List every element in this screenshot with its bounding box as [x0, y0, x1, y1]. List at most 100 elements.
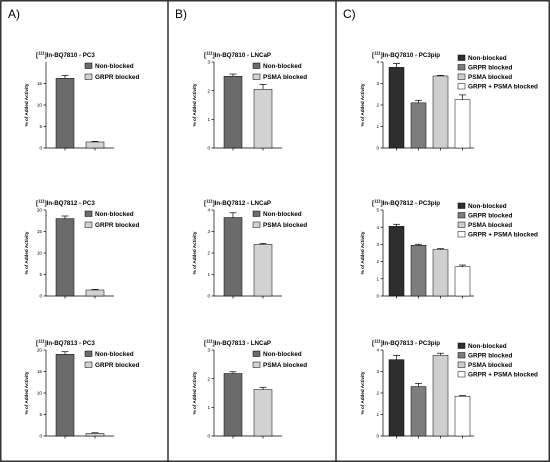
y-tick-label-p2-r1-0: 0: [376, 294, 379, 299]
legend-label-p2-r0-3: GRPR + PSMA blocked: [468, 84, 538, 91]
bar-p1-r0-0: [223, 76, 243, 149]
panel-letter-a: A): [8, 7, 20, 21]
legend-swatch-p2-r1-3: [457, 231, 466, 238]
y-tick-label-p2-r1-1: 1: [376, 276, 379, 281]
chart-title-bracket-open: [: [204, 200, 206, 207]
chart-p2-r1: [111]In-BQ7812 - PC3pip % of Added Activi…: [360, 199, 538, 299]
chart-title-p2-r0: [111]In-BQ7810 - PC3pip: [372, 51, 440, 59]
chart-title-p1-r1: [111]In-BQ7812 - LNCaP: [204, 199, 271, 207]
y-tick-label-p0-r0-3: 15: [37, 81, 43, 86]
legend-swatch-p1-r2-1: [252, 361, 261, 368]
y-tick-label-p0-r1-4: 20: [37, 208, 43, 213]
y-axis-label-p0-r2: % of Added Activity: [24, 371, 29, 414]
y-tick-label-p1-r2-2: 2: [207, 376, 210, 381]
legend-label-p2-r2-2: PSMA blocked: [468, 362, 512, 369]
chart-title-bracket-open: [: [372, 52, 374, 59]
y-axis-label-p1-r1: % of Added Activity: [192, 231, 197, 274]
legend-swatch-p2-r0-1: [457, 64, 466, 71]
y-tick-label-p1-r2-3: 3: [207, 348, 210, 353]
legend-swatch-p1-r0-1: [252, 73, 261, 80]
y-tick-label-p0-r2-1: 5: [39, 412, 42, 417]
legend-swatch-p1-r2-0: [252, 350, 261, 357]
charts-layer: [111]In-BQ7810 - PC3% of Added Activity0…: [24, 51, 538, 439]
legend-swatch-p2-r2-3: [457, 371, 466, 378]
chart-title-superscript: 111: [374, 51, 381, 56]
y-tick-label-p1-r0-0: 0: [207, 146, 210, 151]
legend-label-p1-r1-1: PSMA blocked: [263, 222, 307, 229]
legend-label-p1-r2-0: Non-blocked: [263, 351, 302, 358]
legend-label-p2-r0-0: Non-blocked: [468, 55, 507, 62]
chart-title-p2-r2: [111]In-BQ7813 - PC3pip: [372, 339, 440, 347]
bar-p0-r0-1: [85, 141, 105, 149]
bar-p0-r2-0: [55, 354, 75, 437]
y-tick-label-p2-r0-4: 4: [376, 60, 379, 65]
y-axis-label-p0-r1: % of Added Activity: [24, 231, 29, 274]
legend-label-p1-r1-0: Non-blocked: [263, 211, 302, 218]
y-axis-label-p0-r0: % of Added Activity: [24, 83, 29, 126]
y-tick-label-p0-r0-0: 0: [39, 146, 42, 151]
legend-label-p1-r0-0: Non-blocked: [263, 63, 302, 70]
chart-title-p0-r0: [111]In-BQ7810 - PC3: [36, 51, 95, 59]
y-tick-label-p1-r0-1: 1: [207, 117, 210, 122]
bar-p1-r1-0: [223, 217, 243, 297]
y-axis-label-p2-r0: % of Added Activity: [360, 83, 365, 126]
chart-p2-r0: [111]In-BQ7810 - PC3pip % of Added Activi…: [360, 51, 538, 151]
bar-p2-r2-0: [388, 359, 405, 437]
y-tick-label-p2-r1-2: 2: [376, 259, 379, 264]
chart-title-p1-r0: [111]In-BQ7810 - LNCaP: [204, 51, 271, 59]
bar-p2-r1-0: [388, 226, 405, 297]
y-tick-label-p0-r0-1: 5: [39, 124, 42, 129]
chart-title-p0-r1: [111]In-BQ7812 - PC3: [36, 199, 95, 207]
panel-letter-b: B): [175, 7, 187, 21]
chart-title-text: ]In-BQ7810 - PC3: [45, 52, 96, 59]
legend-swatch-p0-r2-0: [84, 350, 93, 357]
chart-title-bracket-open: [: [36, 200, 38, 207]
legend-swatch-p2-r1-0: [457, 202, 466, 209]
legend-swatch-p2-r2-2: [457, 361, 466, 368]
chart-title-bracket-open: [: [204, 340, 206, 347]
bar-p2-r0-2: [432, 75, 449, 149]
y-tick-label-p1-r0-3: 3: [207, 60, 210, 65]
y-tick-label-p1-r2-1: 1: [207, 405, 210, 410]
legend-label-p2-r2-3: GRPR + PSMA blocked: [468, 372, 538, 379]
y-tick-label-p2-r0-3: 3: [376, 81, 379, 86]
bar-p2-r1-2: [432, 249, 449, 297]
y-tick-label-p0-r1-0: 0: [39, 294, 42, 299]
panel-letter-c: C): [343, 7, 356, 21]
chart-p1-r0: [111]In-BQ7810 - LNCaP % of Added Activit…: [192, 51, 307, 151]
y-tick-label-p1-r0-2: 2: [207, 88, 210, 93]
legend-label-p2-r1-3: GRPR + PSMA blocked: [468, 232, 538, 239]
chart-title-bracket-open: [: [36, 52, 38, 59]
chart-p2-r2: [111]In-BQ7813 - PC3pip % of Added Activi…: [360, 339, 538, 439]
bar-p1-r0-1: [253, 88, 273, 149]
legend-label-p0-r1-1: GRPR blocked: [95, 222, 139, 229]
y-tick-label-p0-r0-2: 10: [37, 103, 43, 108]
bar-p2-r2-1: [410, 386, 427, 437]
chart-title-text: ]In-BQ7813 - LNCaP: [213, 340, 271, 347]
legend-label-p2-r1-2: PSMA blocked: [468, 222, 512, 229]
chart-p0-r2: [111]In-BQ7813 - PC3 % of Added Activity 0…: [24, 339, 139, 439]
y-tick-label-p0-r2-2: 10: [37, 391, 43, 396]
chart-p0-r1: [111]In-BQ7812 - PC3 % of Added Activity 0…: [24, 199, 139, 299]
legend-swatch-p0-r0-1: [84, 73, 93, 80]
y-tick-label-p1-r1-2: 2: [207, 251, 210, 256]
bar-p2-r2-3: [454, 395, 471, 437]
chart-title-bracket-open: [: [372, 200, 374, 207]
bar-p2-r0-1: [410, 102, 427, 149]
legend-swatch-p1-r1-1: [252, 221, 261, 228]
chart-title-superscript: 111: [38, 339, 45, 344]
chart-title-text: ]In-BQ7812 - PC3: [45, 200, 96, 207]
chart-title-text: ]In-BQ7810 - LNCaP: [213, 52, 271, 59]
bar-p0-r2-1: [85, 433, 105, 437]
y-axis-label-p2-r2: % of Added Activity: [360, 371, 365, 414]
y-axis-label-p1-r0: % of Added Activity: [192, 83, 197, 126]
legend-swatch-p2-r0-0: [457, 54, 466, 61]
bar-p1-r1-1: [253, 244, 273, 297]
legend-swatch-p2-r2-1: [457, 352, 466, 359]
chart-title-superscript: 111: [38, 51, 45, 56]
y-tick-label-p2-r2-1: 1: [376, 412, 379, 417]
y-tick-label-p1-r2-0: 0: [207, 434, 210, 439]
chart-title-bracket-open: [: [372, 340, 374, 347]
